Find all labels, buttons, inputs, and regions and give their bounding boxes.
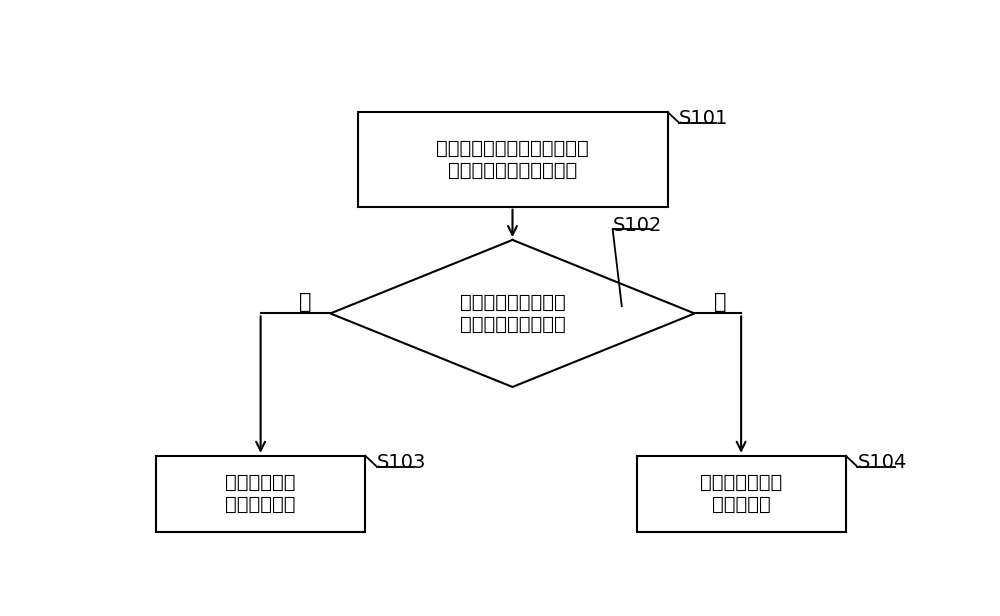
Text: 响应于获取待查重的地址，获
取存储对象中存储的信息: 响应于获取待查重的地址，获 取存储对象中存储的信息	[436, 139, 589, 180]
Text: 是: 是	[298, 291, 311, 312]
Bar	[637, 456, 846, 532]
Text: 否: 否	[714, 291, 726, 312]
Text: S104: S104	[857, 453, 907, 472]
Text: S103: S103	[377, 453, 426, 472]
Text: 确定待查重的地
址未被分配: 确定待查重的地 址未被分配	[700, 473, 782, 514]
Bar	[156, 456, 365, 532]
Text: 判断存储的信息中是
否包括待查重的地址: 判断存储的信息中是 否包括待查重的地址	[460, 293, 565, 334]
Text: 确定待查重的
地址已被分配: 确定待查重的 地址已被分配	[225, 473, 296, 514]
Text: S101: S101	[679, 110, 728, 129]
Bar	[358, 112, 668, 207]
Text: S102: S102	[613, 216, 662, 235]
